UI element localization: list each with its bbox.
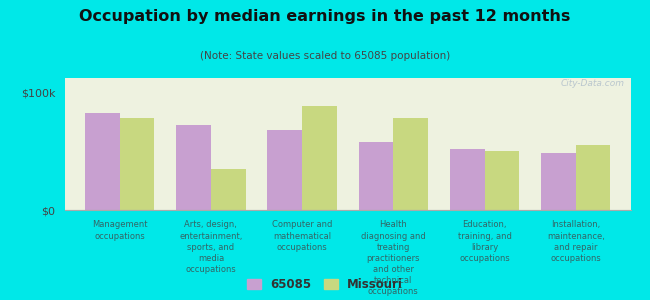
Bar <box>85 113 120 210</box>
Bar <box>484 151 519 210</box>
Text: Occupation by median earnings in the past 12 months: Occupation by median earnings in the pas… <box>79 9 571 24</box>
Bar <box>541 153 576 210</box>
Bar <box>176 125 211 210</box>
Legend: 65085, Missouri: 65085, Missouri <box>247 278 403 291</box>
Bar <box>120 118 155 210</box>
Bar <box>302 106 337 210</box>
Text: (Note: State values scaled to 65085 population): (Note: State values scaled to 65085 popu… <box>200 51 450 61</box>
Bar <box>211 169 246 210</box>
Bar <box>576 145 610 210</box>
Bar <box>268 130 302 210</box>
Bar <box>359 142 393 210</box>
Bar <box>393 118 428 210</box>
Text: City-Data.com: City-Data.com <box>561 79 625 88</box>
Bar <box>450 149 484 210</box>
